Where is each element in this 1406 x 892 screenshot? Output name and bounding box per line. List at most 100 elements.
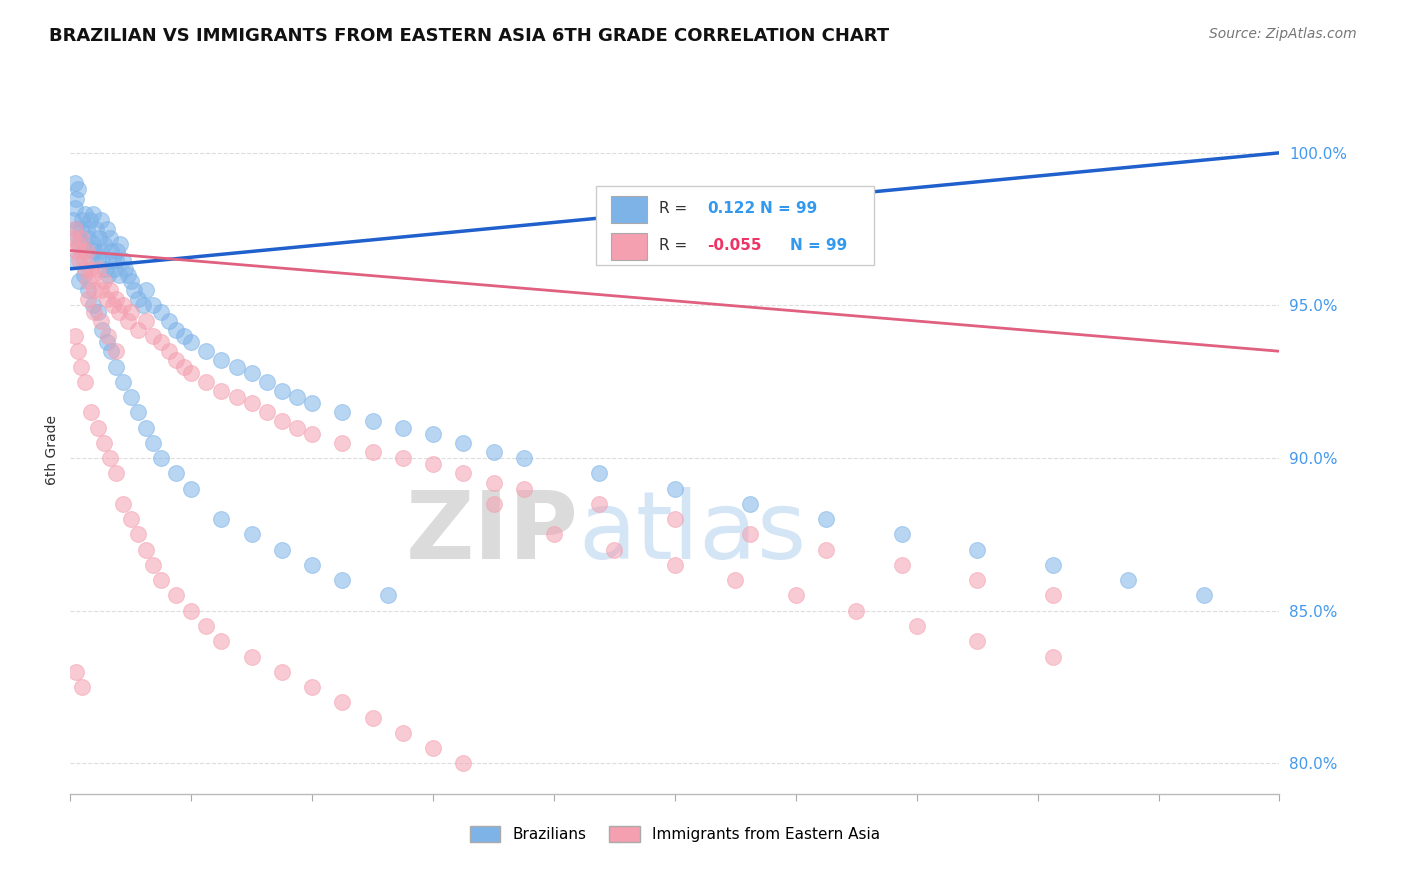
Point [112, 375, 135, 389]
Point [157, 314, 180, 328]
Point [211, 634, 233, 648]
Point [256, 405, 278, 419]
Point [270, 384, 294, 398]
Point [142, 298, 165, 312]
Point [82, 237, 104, 252]
Point [66, 237, 89, 252]
Point [63, 252, 86, 267]
Point [120, 512, 142, 526]
Point [80, 252, 103, 267]
Point [513, 482, 536, 496]
Point [150, 573, 173, 587]
Point [63, 177, 86, 191]
Point [815, 542, 838, 557]
Text: Source: ZipAtlas.com: Source: ZipAtlas.com [1209, 27, 1357, 41]
Point [1118, 573, 1140, 587]
Point [135, 420, 157, 434]
Point [301, 396, 323, 410]
Point [103, 261, 125, 276]
Point [100, 344, 122, 359]
Point [90, 314, 111, 328]
Point [77, 231, 100, 245]
Point [132, 298, 155, 312]
Point [98, 231, 121, 245]
Point [453, 756, 475, 771]
Point [65, 192, 87, 206]
Point [120, 304, 142, 318]
Point [1042, 589, 1064, 603]
Point [332, 405, 354, 419]
Point [76, 244, 98, 258]
Point [117, 268, 139, 282]
Point [97, 268, 120, 282]
Point [740, 527, 762, 541]
Point [377, 589, 399, 603]
Point [127, 293, 149, 307]
Point [391, 451, 415, 466]
Point [361, 710, 384, 724]
Point [422, 426, 444, 441]
Text: N = 99: N = 99 [759, 201, 817, 216]
Point [83, 304, 105, 318]
Point [240, 527, 263, 541]
Point [270, 542, 294, 557]
Point [453, 467, 475, 481]
Point [966, 634, 988, 648]
Point [117, 314, 139, 328]
Text: -0.055: -0.055 [707, 238, 762, 252]
Point [66, 182, 89, 196]
Point [77, 293, 100, 307]
Point [73, 237, 96, 252]
Point [1042, 649, 1064, 664]
Point [135, 283, 157, 297]
Point [966, 573, 988, 587]
Point [150, 335, 173, 350]
Point [65, 244, 87, 258]
Point [588, 467, 610, 481]
Point [65, 665, 87, 679]
Point [63, 201, 86, 215]
Point [165, 353, 187, 368]
Point [93, 237, 115, 252]
Point [63, 329, 86, 343]
Point [96, 293, 118, 307]
Point [86, 261, 108, 276]
Point [195, 375, 218, 389]
Point [301, 426, 323, 441]
Point [270, 414, 294, 428]
Point [96, 222, 118, 236]
FancyBboxPatch shape [610, 233, 647, 260]
Point [82, 207, 104, 221]
Point [112, 252, 135, 267]
Point [195, 619, 218, 633]
Point [73, 268, 96, 282]
Point [724, 573, 747, 587]
Point [107, 268, 129, 282]
Point [104, 359, 127, 374]
Point [332, 435, 354, 450]
Point [482, 445, 505, 459]
Point [82, 268, 104, 282]
Point [86, 304, 108, 318]
Point [75, 207, 97, 221]
Point [301, 680, 323, 694]
Point [75, 244, 97, 258]
Point [112, 497, 135, 511]
Point [543, 527, 565, 541]
Point [301, 558, 323, 572]
Point [105, 244, 128, 258]
Point [67, 237, 90, 252]
Text: ZIP: ZIP [405, 487, 578, 579]
Point [740, 497, 762, 511]
Point [150, 304, 173, 318]
Point [86, 420, 108, 434]
Point [90, 213, 111, 227]
Point [211, 384, 233, 398]
Point [98, 283, 121, 297]
Point [79, 261, 101, 276]
Point [101, 298, 124, 312]
Point [75, 261, 97, 276]
Point [75, 375, 97, 389]
Point [890, 558, 912, 572]
Point [482, 497, 505, 511]
